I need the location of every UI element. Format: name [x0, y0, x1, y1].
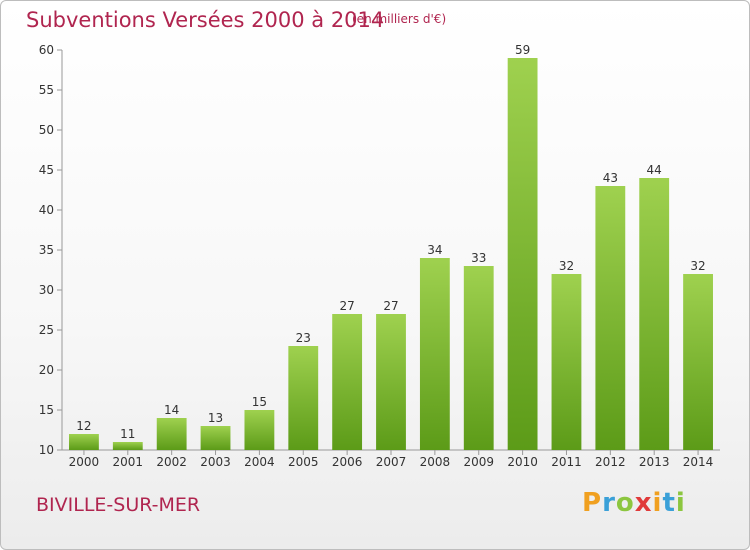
bar: [288, 346, 319, 450]
y-tick-label: 20: [39, 363, 54, 377]
bar-value-label: 23: [296, 331, 311, 345]
bar: [69, 434, 99, 450]
y-tick-label: 25: [39, 323, 54, 337]
bar: [156, 418, 187, 450]
x-tick-label: 2007: [376, 455, 407, 469]
y-tick-label: 40: [39, 203, 54, 217]
y-tick-label: 30: [39, 283, 54, 297]
x-tick-label: 2006: [332, 455, 363, 469]
bar: [595, 186, 626, 450]
y-tick-label: 50: [39, 123, 54, 137]
bar-value-label: 15: [252, 395, 267, 409]
y-tick-label: 55: [39, 83, 54, 97]
bar: [332, 314, 363, 450]
bar: [463, 266, 494, 450]
bar: [244, 410, 275, 450]
x-tick-label: 2009: [463, 455, 494, 469]
chart-title: Subventions Versées 2000 à 2014: [26, 8, 385, 32]
x-tick-label: 2013: [639, 455, 670, 469]
y-tick-label: 45: [39, 163, 54, 177]
logo-letter: o: [615, 488, 635, 518]
x-tick-label: 2010: [507, 455, 538, 469]
logo-letter: i: [652, 488, 663, 518]
bar: [112, 442, 143, 450]
commune-name: BIVILLE-SUR-MER: [36, 494, 201, 516]
x-tick-label: 2003: [200, 455, 231, 469]
chart-labels: 2000 12 2001 11 2002 14 2003 13 2004 15 2005 23 2006…: [69, 43, 714, 469]
logo-letter: x: [634, 488, 653, 518]
bar-value-label: 33: [471, 251, 486, 265]
bar-value-label: 12: [76, 419, 91, 433]
bar-value-label: 27: [339, 299, 354, 313]
chart-bars: [69, 58, 713, 450]
bar-value-label: 27: [383, 299, 398, 313]
bar: [200, 426, 231, 450]
logo-letter: r: [602, 488, 616, 518]
proxiti-logo: Proxiti: [582, 488, 686, 518]
bar-value-label: 14: [164, 403, 179, 417]
bar: [683, 274, 713, 450]
bar: [376, 314, 406, 450]
x-tick-label: 2005: [288, 455, 319, 469]
bar-value-label: 43: [603, 171, 618, 185]
bar-value-label: 59: [515, 43, 530, 57]
x-tick-label: 2004: [244, 455, 275, 469]
y-tick-label: 15: [39, 403, 54, 417]
y-tick-label: 35: [39, 243, 54, 257]
x-tick-label: 2000: [69, 455, 100, 469]
bar-value-label: 32: [559, 259, 574, 273]
bar: [419, 258, 450, 450]
bar-value-label: 11: [120, 427, 135, 441]
chart-subtitle: (en milliers d'€): [352, 12, 447, 26]
x-tick-label: 2014: [683, 455, 714, 469]
logo-letter: t: [662, 488, 676, 518]
x-tick-label: 2011: [551, 455, 582, 469]
y-tick-label: 60: [39, 43, 54, 57]
bar-value-label: 32: [690, 259, 705, 273]
y-tick-label: 10: [39, 443, 54, 457]
bar: [507, 58, 538, 450]
logo-letter: i: [675, 488, 686, 518]
x-tick-label: 2008: [420, 455, 451, 469]
logo-letter: P: [582, 488, 603, 518]
x-tick-label: 2012: [595, 455, 626, 469]
bar: [639, 178, 670, 450]
x-tick-label: 2001: [113, 455, 144, 469]
bar-value-label: 34: [427, 243, 442, 257]
bar: [551, 274, 582, 450]
bar-value-label: 44: [647, 163, 662, 177]
bar-value-label: 13: [208, 411, 223, 425]
x-tick-label: 2002: [156, 455, 187, 469]
